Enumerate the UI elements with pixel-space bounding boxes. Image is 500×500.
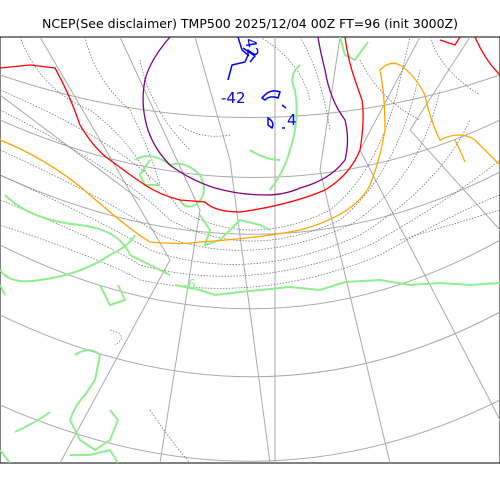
- orange-contour: [0, 62, 500, 245]
- label-42-rotated: 42: [241, 37, 262, 59]
- label-minus-42: -42: [221, 89, 246, 107]
- label-6: -6: [183, 278, 196, 293]
- isotherm-lines: [0, 37, 500, 463]
- map-title: NCEP(See disclaimer) TMP500 2025/12/04 0…: [41, 16, 458, 31]
- red-contour: [0, 37, 500, 213]
- blue-contour: [227, 37, 287, 130]
- purple-contour: [142, 37, 349, 196]
- label-4: 4: [287, 111, 297, 129]
- coastline: [0, 37, 500, 463]
